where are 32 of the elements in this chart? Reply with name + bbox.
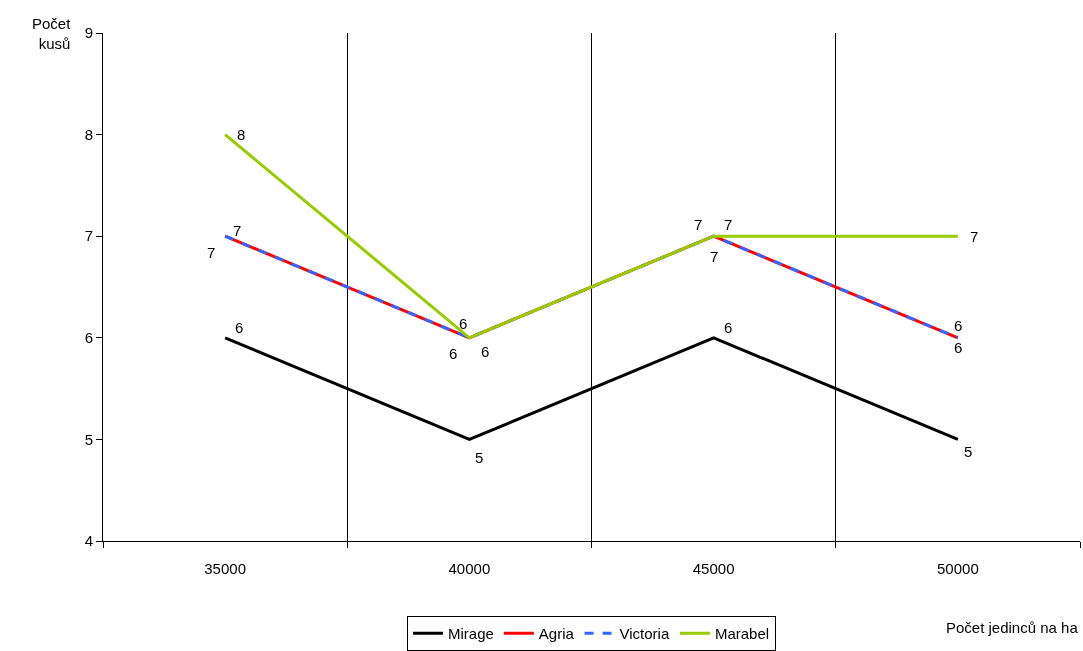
data-label: 6 (724, 319, 733, 336)
legend-label: Agria (538, 625, 575, 643)
data-label: 6 (481, 343, 490, 360)
x-tick-label: 45000 (692, 560, 735, 577)
data-label: 7 (970, 228, 979, 245)
x-tick-label: 35000 (204, 560, 246, 577)
x-axis-title: Počet jedinců na ha (946, 619, 1079, 636)
y-tick-label: 5 (84, 430, 93, 448)
data-label: 6 (954, 339, 963, 356)
legend-label: Victoria (619, 625, 670, 643)
x-tick-label: 40000 (448, 560, 491, 577)
data-label: 7 (724, 216, 733, 233)
legend-label: Marabel (714, 625, 770, 643)
legend-label: Mirage (448, 625, 494, 643)
data-label: 5 (964, 443, 973, 460)
data-label: 6 (459, 315, 468, 332)
data-label: 5 (475, 449, 484, 466)
x-tick-label: 50000 (937, 560, 979, 577)
data-label: 8 (237, 126, 246, 143)
y-tick-label: 4 (84, 532, 93, 550)
data-label: 6 (954, 317, 963, 334)
data-label: 6 (235, 319, 244, 336)
y-tick-label: 8 (84, 125, 93, 143)
data-label: 7 (207, 244, 216, 261)
y-axis-title: Počet kusů (32, 15, 72, 52)
y-tick-label: 6 (84, 329, 93, 347)
data-label: 7 (233, 222, 242, 239)
y-tick-label: 7 (84, 227, 93, 245)
data-label: 7 (694, 216, 703, 233)
y-tick-label: 9 (84, 24, 93, 42)
data-label: 6 (449, 345, 458, 362)
data-label: 7 (710, 248, 719, 265)
